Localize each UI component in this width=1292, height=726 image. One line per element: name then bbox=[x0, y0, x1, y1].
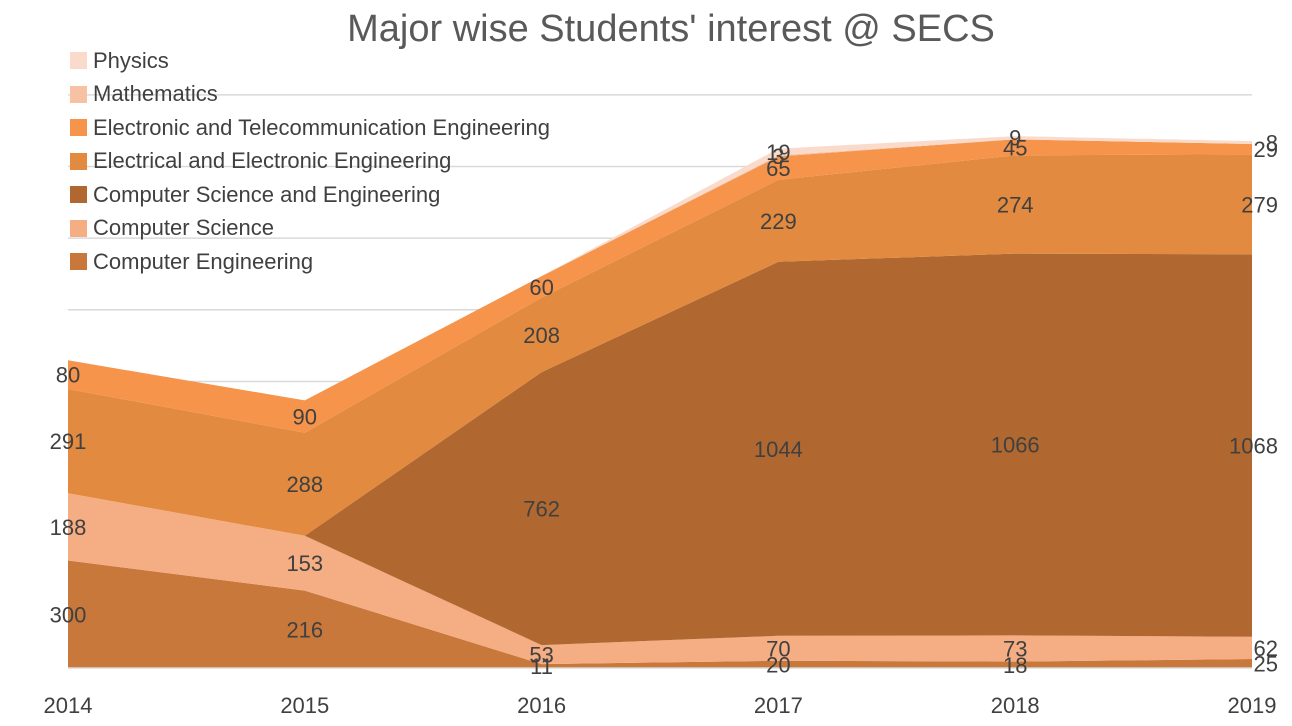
legend-label: Computer Science and Engineering bbox=[93, 181, 441, 207]
data-label: 70 bbox=[766, 636, 790, 661]
data-label: 65 bbox=[766, 156, 790, 181]
data-label: 73 bbox=[1003, 636, 1027, 661]
legend-label: Electrical and Electronic Engineering bbox=[93, 148, 452, 174]
legend-item: Physics bbox=[70, 44, 550, 78]
legend-swatch bbox=[70, 52, 87, 70]
data-label: 300 bbox=[50, 602, 87, 627]
data-label: 11 bbox=[530, 654, 553, 679]
data-label: 288 bbox=[286, 472, 323, 497]
data-label: 229 bbox=[760, 209, 797, 234]
chart-title: Major wise Students' interest @ SECS bbox=[347, 8, 995, 50]
x-tick-label: 2019 bbox=[1228, 693, 1277, 718]
legend-swatch bbox=[70, 219, 87, 237]
data-label: 762 bbox=[523, 497, 560, 522]
data-label: 62 bbox=[1254, 636, 1278, 661]
data-label: 90 bbox=[293, 405, 317, 430]
data-label: 1066 bbox=[991, 432, 1040, 457]
x-tick-label: 2015 bbox=[280, 693, 329, 718]
legend-label: Computer Engineering bbox=[93, 248, 314, 274]
data-label: 53 bbox=[529, 643, 553, 668]
area-electrical-and-electronic-engineering bbox=[68, 154, 1252, 536]
data-label: 80 bbox=[56, 363, 80, 388]
legend-swatch bbox=[70, 119, 87, 137]
legend-item: Computer Engineering bbox=[70, 245, 550, 279]
legend: Physics Mathematics Electronic and Telecom… bbox=[70, 44, 550, 279]
legend-label: Mathematics bbox=[93, 81, 218, 107]
data-label: 19 bbox=[766, 140, 790, 165]
area-electronic-and-telecommunication-engineering bbox=[68, 139, 1252, 433]
legend-item: Computer Science bbox=[70, 212, 550, 246]
data-label: 29 bbox=[1254, 137, 1278, 162]
legend-swatch bbox=[70, 253, 87, 271]
data-label: 188 bbox=[50, 515, 87, 540]
x-tick-label: 2014 bbox=[44, 693, 93, 718]
legend-swatch bbox=[70, 85, 87, 103]
data-label: 1044 bbox=[754, 437, 803, 462]
legend-swatch bbox=[70, 152, 87, 170]
x-tick-label: 2018 bbox=[991, 693, 1040, 718]
data-label: 3 bbox=[772, 144, 784, 169]
data-label: 60 bbox=[529, 275, 553, 300]
legend-item: Electronic and Telecommunication Enginee… bbox=[70, 111, 550, 145]
data-label: 25 bbox=[1254, 652, 1278, 677]
legend-item: Computer Science and Engineering bbox=[70, 178, 550, 212]
x-tick-label: 2016 bbox=[517, 693, 566, 718]
legend-label: Physics bbox=[93, 47, 169, 73]
legend-item: Mathematics bbox=[70, 78, 550, 112]
data-label: 216 bbox=[286, 617, 323, 642]
data-label: 153 bbox=[286, 551, 323, 576]
area-computer-engineering bbox=[68, 560, 1252, 668]
data-label: 45 bbox=[1003, 135, 1027, 160]
legend-label: Electronic and Telecommunication Enginee… bbox=[93, 114, 550, 140]
data-label: 274 bbox=[997, 192, 1034, 217]
area-computer-science bbox=[68, 493, 1252, 665]
x-tick-label: 2017 bbox=[754, 693, 803, 718]
data-label: 20 bbox=[766, 652, 790, 677]
data-label: 208 bbox=[523, 323, 560, 348]
legend-label: Computer Science bbox=[93, 215, 274, 241]
legend-swatch bbox=[70, 186, 87, 204]
data-label: 291 bbox=[50, 429, 87, 454]
data-label: 9 bbox=[1009, 126, 1021, 151]
data-label: 279 bbox=[1241, 192, 1278, 217]
area-computer-science-and-engineering bbox=[68, 253, 1252, 646]
data-label: 18 bbox=[1003, 653, 1027, 678]
data-label: 1068 bbox=[1229, 434, 1278, 459]
data-label: 8 bbox=[1266, 131, 1278, 156]
legend-item: Electrical and Electronic Engineering bbox=[70, 145, 550, 179]
